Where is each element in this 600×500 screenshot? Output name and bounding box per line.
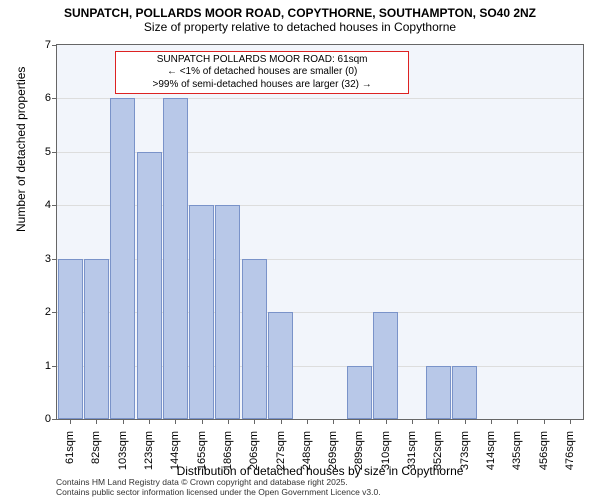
bar xyxy=(347,366,372,419)
xtick-mark xyxy=(465,419,466,424)
xtick-mark xyxy=(123,419,124,424)
annotation-line: SUNPATCH POLLARDS MOOR ROAD: 61sqm xyxy=(120,54,405,67)
ytick-label: 1 xyxy=(45,360,51,372)
footer-attribution: Contains HM Land Registry data © Crown c… xyxy=(56,478,381,498)
xtick-mark xyxy=(202,419,203,424)
xtick-mark xyxy=(333,419,334,424)
xtick-mark xyxy=(149,419,150,424)
xtick-mark xyxy=(544,419,545,424)
xtick-mark xyxy=(307,419,308,424)
bar xyxy=(373,312,398,419)
xtick-mark xyxy=(570,419,571,424)
bar xyxy=(110,98,135,419)
annotation-line: ← <1% of detached houses are smaller (0) xyxy=(120,66,405,79)
ytick-label: 6 xyxy=(45,92,51,104)
ytick-label: 3 xyxy=(45,253,51,265)
xtick-mark xyxy=(175,419,176,424)
xtick-mark xyxy=(412,419,413,424)
xtick-mark xyxy=(491,419,492,424)
xtick-mark xyxy=(254,419,255,424)
title-line1: SUNPATCH, POLLARDS MOOR ROAD, COPYTHORNE… xyxy=(8,6,592,20)
annotation-box: SUNPATCH POLLARDS MOOR ROAD: 61sqm← <1% … xyxy=(115,51,410,95)
xtick-label: 82sqm xyxy=(90,431,102,464)
xtick-mark xyxy=(281,419,282,424)
y-axis-label: Number of detached properties xyxy=(14,67,28,232)
xtick-mark xyxy=(228,419,229,424)
bar xyxy=(58,259,83,419)
xtick-mark xyxy=(96,419,97,424)
chart-title-block: SUNPATCH, POLLARDS MOOR ROAD, COPYTHORNE… xyxy=(0,0,600,36)
chart-area: 0123456761sqm82sqm103sqm123sqm144sqm165s… xyxy=(56,44,584,420)
ytick-label: 5 xyxy=(45,146,51,158)
plot-area: 0123456761sqm82sqm103sqm123sqm144sqm165s… xyxy=(56,44,584,420)
xtick-mark xyxy=(386,419,387,424)
xtick-label: 61sqm xyxy=(64,431,76,464)
bar xyxy=(189,205,214,419)
xtick-mark xyxy=(517,419,518,424)
bar xyxy=(215,205,240,419)
bar xyxy=(242,259,267,419)
bar xyxy=(452,366,477,419)
bar xyxy=(163,98,188,419)
bar xyxy=(84,259,109,419)
ytick-mark xyxy=(52,419,57,420)
ytick-label: 0 xyxy=(45,413,51,425)
ytick-label: 2 xyxy=(45,306,51,318)
bar xyxy=(268,312,293,419)
bars-layer xyxy=(57,45,583,419)
footer-line2: Contains public sector information licen… xyxy=(56,488,381,498)
ytick-label: 4 xyxy=(45,199,51,211)
bar xyxy=(426,366,451,419)
annotation-line: >99% of semi-detached houses are larger … xyxy=(120,79,405,92)
xtick-mark xyxy=(438,419,439,424)
xtick-mark xyxy=(359,419,360,424)
bar xyxy=(137,152,162,419)
xtick-mark xyxy=(70,419,71,424)
title-line2: Size of property relative to detached ho… xyxy=(8,20,592,34)
x-axis-label: Distribution of detached houses by size … xyxy=(56,464,584,478)
ytick-label: 7 xyxy=(45,39,51,51)
